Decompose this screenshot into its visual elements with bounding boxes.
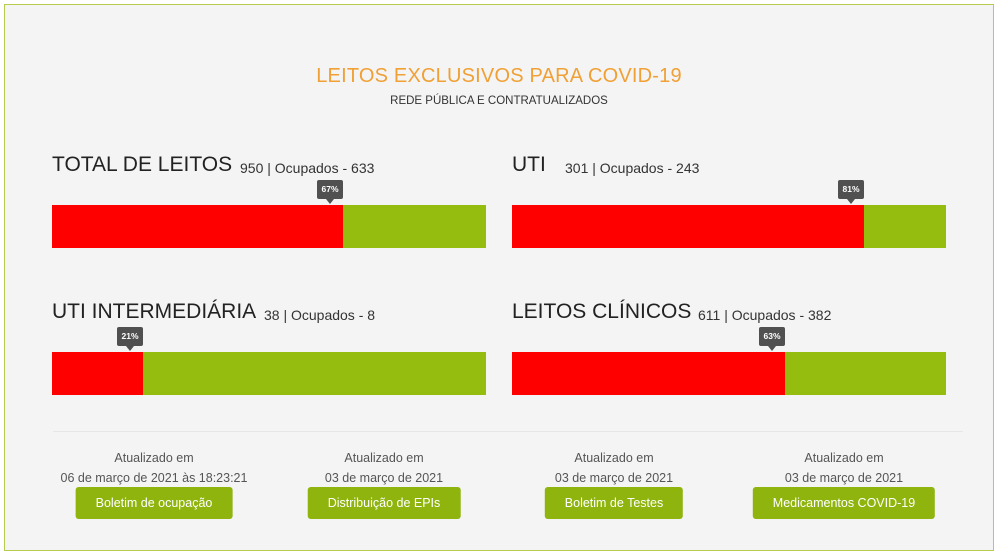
boletim-testes-button[interactable]: Boletim de Testes <box>544 487 684 519</box>
occupied-fill <box>52 205 343 248</box>
occupancy-bar <box>52 205 486 248</box>
occupied-fill <box>52 352 144 395</box>
bed-block-title: LEITOS CLÍNICOS <box>512 300 692 323</box>
updated-date: 03 de março de 2021 <box>784 471 904 485</box>
update-column-ocupacao: Atualizado em 06 de março de 2021 às 18:… <box>39 448 269 519</box>
updated-label: Atualizado em <box>114 451 194 465</box>
boletim-ocupacao-button[interactable]: Boletim de ocupação <box>75 487 233 519</box>
occupancy-bar <box>52 352 486 395</box>
updated-label: Atualizado em <box>804 451 884 465</box>
bed-block-stats: 38 | Ocupados - 8 <box>264 307 376 323</box>
update-column-medicamentos: Atualizado em 03 de março de 2021 Medica… <box>729 448 959 519</box>
page-subtitle: REDE PÚBLICA E CONTRATUALIZADOS <box>390 95 608 107</box>
divider <box>53 431 963 432</box>
bed-block-title: TOTAL DE LEITOS <box>52 153 233 176</box>
bed-block-stats: 611 | Ocupados - 382 <box>698 307 832 323</box>
occupancy-bar <box>512 205 946 248</box>
bed-block-title: UTI INTERMEDIÁRIA <box>52 300 257 323</box>
bed-block-title: UTI <box>512 153 546 176</box>
occupancy-percent-badge: 81% <box>838 180 864 204</box>
updated-date: 03 de março de 2021 <box>324 471 444 485</box>
updated-date: 03 de março de 2021 <box>554 471 674 485</box>
distribuicao-epis-button[interactable]: Distribuição de EPIs <box>307 487 461 519</box>
updated-date: 06 de março de 2021 às 18:23:21 <box>60 471 248 485</box>
occupied-fill <box>512 352 786 395</box>
medicamentos-covid-button[interactable]: Medicamentos COVID-19 <box>752 487 936 519</box>
update-column-epis: Atualizado em 03 de março de 2021 Distri… <box>269 448 499 519</box>
bed-block-stats: 301 | Ocupados - 243 <box>565 160 700 176</box>
updated-label: Atualizado em <box>574 451 654 465</box>
occupancy-bar <box>512 352 946 395</box>
update-column-testes: Atualizado em 03 de março de 2021 Boleti… <box>499 448 729 519</box>
header: LEITOS EXCLUSIVOS PARA COVID-19 REDE PÚB… <box>5 65 993 107</box>
updated-label: Atualizado em <box>344 451 424 465</box>
occupied-fill <box>512 205 864 248</box>
dashboard-panel: LEITOS EXCLUSIVOS PARA COVID-19 REDE PÚB… <box>4 4 994 551</box>
page-title: LEITOS EXCLUSIVOS PARA COVID-19 <box>316 65 682 87</box>
occupancy-percent-badge: 63% <box>759 327 785 351</box>
occupancy-percent-badge: 67% <box>317 180 343 204</box>
occupancy-percent-badge: 21% <box>117 327 143 351</box>
bed-block-stats: 950 | Ocupados - 633 <box>240 160 375 176</box>
